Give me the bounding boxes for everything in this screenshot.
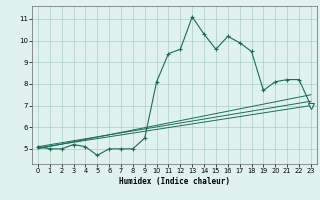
X-axis label: Humidex (Indice chaleur): Humidex (Indice chaleur) bbox=[119, 177, 230, 186]
